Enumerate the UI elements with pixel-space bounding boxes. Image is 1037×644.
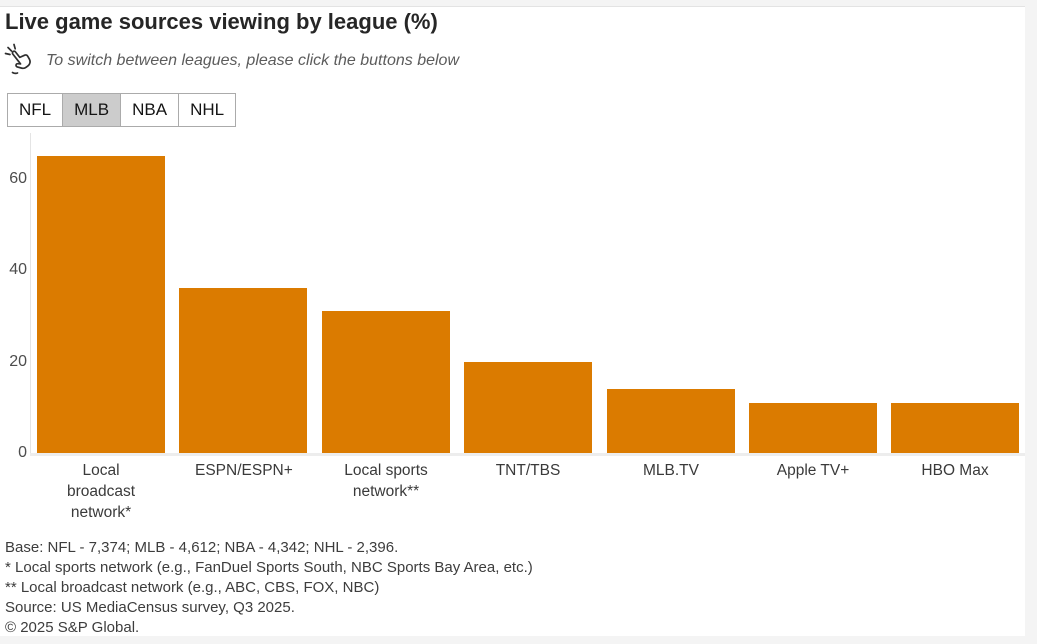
league-button-nhl[interactable]: NHL bbox=[178, 93, 237, 127]
chart-subtitle: To switch between leagues, please click … bbox=[46, 52, 459, 69]
x-axis-label-espn-espn: ESPN/ESPN+ bbox=[195, 462, 293, 479]
x-axis-label-apple-tv: Apple TV+ bbox=[776, 462, 850, 479]
bar-tnt-tbs bbox=[464, 362, 592, 453]
x-axis-label-tnt-tbs: TNT/TBS bbox=[495, 462, 561, 479]
y-axis-tick-label: 0 bbox=[18, 444, 27, 461]
league-button-nba[interactable]: NBA bbox=[120, 93, 180, 127]
y-axis-tick-label: 20 bbox=[9, 353, 27, 370]
bar-mlb-tv bbox=[607, 389, 735, 453]
footnote-line-1: Base: NFL - 7,374; MLB - 4,612; NBA - 4,… bbox=[5, 539, 399, 556]
league-button-mlb[interactable]: MLB bbox=[62, 93, 122, 127]
x-axis-label-mlb-tv: MLB.TV bbox=[643, 462, 699, 479]
chart-frame: Live game sources viewing by league (%) … bbox=[0, 6, 1025, 636]
y-axis-tick-label: 40 bbox=[9, 261, 27, 278]
y-axis-line bbox=[30, 133, 31, 453]
footnote-line-4: Source: US MediaCensus survey, Q3 2025. bbox=[5, 599, 295, 616]
x-axis-label-local-broadcast-network: Local broadcast network* bbox=[66, 462, 136, 521]
footnotes: Base: NFL - 7,374; MLB - 4,612; NBA - 4,… bbox=[5, 538, 1015, 638]
y-axis-tick-label: 60 bbox=[9, 170, 27, 187]
footnote-line-2: * Local sports network (e.g., FanDuel Sp… bbox=[5, 559, 533, 576]
bar-espn-espn bbox=[179, 288, 307, 453]
footnote-line-3: ** Local broadcast network (e.g., ABC, C… bbox=[5, 579, 380, 596]
x-axis-label-local-sports-network: Local sports network** bbox=[344, 462, 428, 500]
click-hand-icon bbox=[4, 43, 35, 80]
x-axis-label-hbo-max: HBO Max bbox=[921, 462, 989, 479]
subtitle-row: To switch between leagues, please click … bbox=[4, 43, 459, 80]
chart-title: Live game sources viewing by league (%) bbox=[5, 9, 438, 34]
league-button-nfl[interactable]: NFL bbox=[7, 93, 64, 127]
bar-hbo-max bbox=[891, 403, 1019, 453]
league-button-group: NFL MLB NBA NHL bbox=[7, 93, 237, 127]
footnote-line-5: © 2025 S&P Global. bbox=[5, 619, 140, 636]
bar-apple-tv bbox=[749, 403, 877, 453]
x-axis-baseline bbox=[30, 453, 1025, 456]
bar-local-broadcast-network bbox=[37, 156, 165, 453]
bar-chart: 0 20 40 60 Local broadcast network* ESPN/ESPN… bbox=[0, 7, 1025, 637]
bar-local-sports-network bbox=[322, 311, 450, 453]
